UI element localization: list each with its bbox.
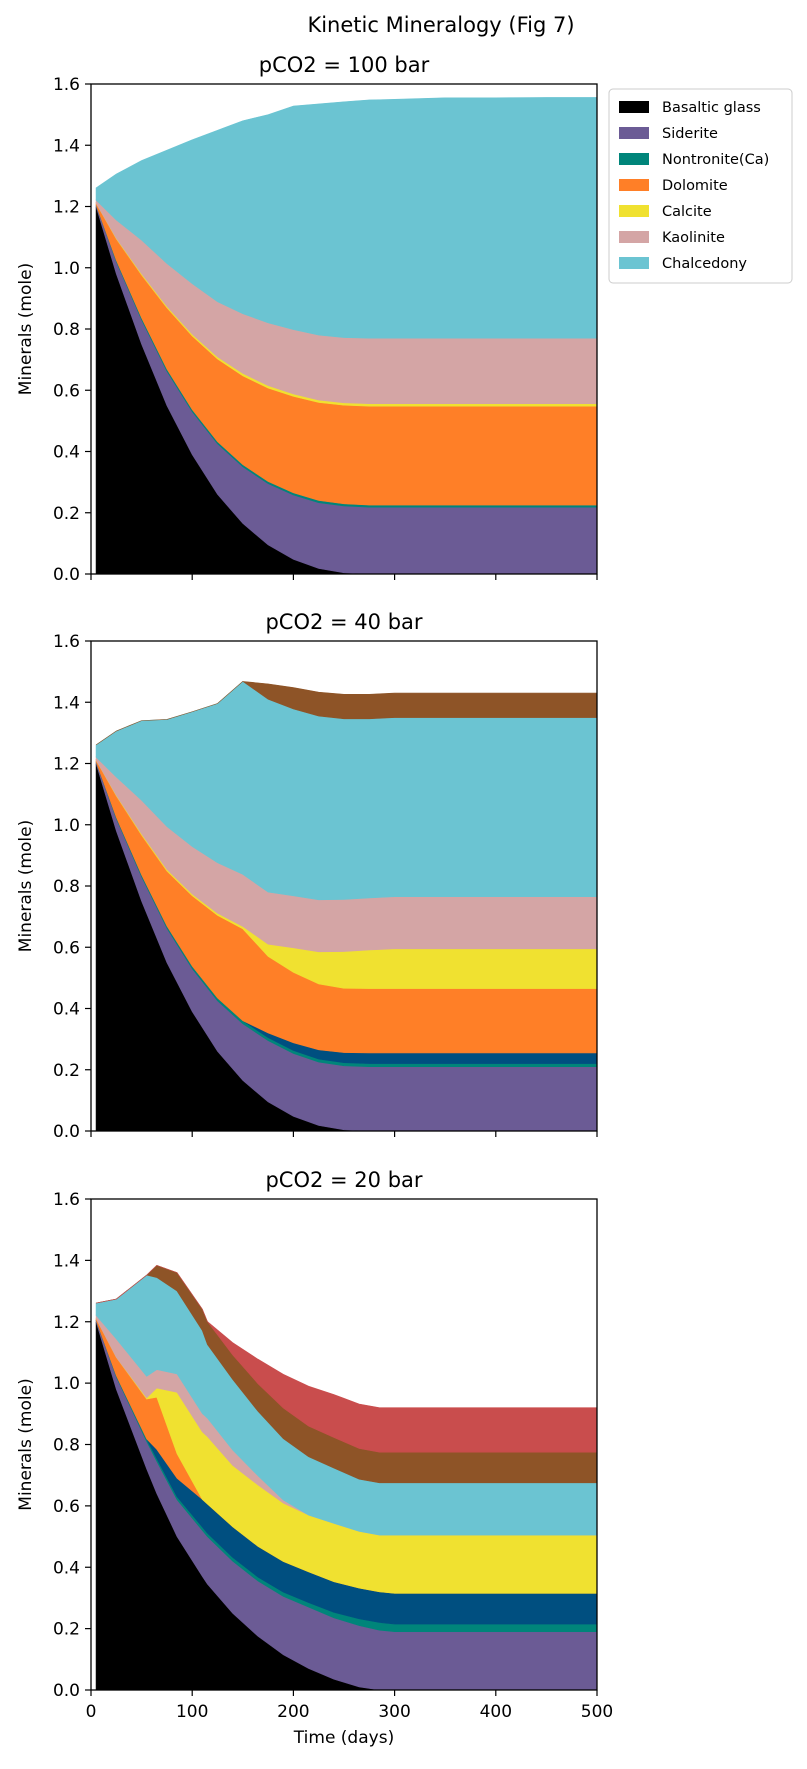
panel-3: 0.0 0.2 0.4 0.6 0.8 1.0 1.2 1.4 1.6 0 100 200 300 400… <box>16 1168 613 1748</box>
legend-swatch-chalcedony <box>619 257 649 269</box>
y-tick-label: 0.6 <box>53 938 80 958</box>
y-tick-label: 0.2 <box>53 1061 80 1081</box>
legend-swatch-basaltic-glass <box>619 101 649 113</box>
y-axis-label: Minerals (mole) <box>16 263 36 395</box>
legend-box <box>608 88 793 284</box>
y-tick-label: 1.6 <box>53 1190 80 1210</box>
legend-label-chalcedony: Chalcedony <box>662 256 747 272</box>
legend-label-kaolinite: Kaolinite <box>662 230 725 246</box>
y-tick-label: 1.4 <box>53 693 80 713</box>
legend-swatch-calcite <box>619 205 649 217</box>
y-tick-label: 0.8 <box>53 320 80 340</box>
y-tick-label: 0.8 <box>53 1436 80 1456</box>
y-tick-label: 0.4 <box>53 1000 80 1020</box>
panel-title: pCO2 = 20 bar <box>265 1168 422 1192</box>
panel-title: pCO2 = 40 bar <box>265 610 422 634</box>
x-tick-label: 300 <box>378 1702 410 1722</box>
legend-label-dolomite: Dolomite <box>662 178 728 194</box>
x-tick-label: 200 <box>277 1702 309 1722</box>
y-tick-label: 1.4 <box>53 1251 80 1271</box>
legend-swatch-dolomite <box>619 179 649 191</box>
y-tick-label: 1.0 <box>53 259 80 279</box>
y-tick-label: 0.2 <box>53 504 80 524</box>
panels: 0.0 0.2 0.4 0.6 0.8 1.0 1.2 1.4 1.6 pCO2 = 100 ba… <box>16 53 613 1748</box>
legend-label-siderite: Siderite <box>662 126 718 142</box>
y-tick-label: 1.2 <box>53 198 80 218</box>
figure-title: Kinetic Mineralogy (Fig 7) <box>307 13 574 37</box>
y-axis-label: Minerals (mole) <box>16 1378 36 1510</box>
y-tick-label: 1.4 <box>53 136 80 156</box>
legend-label-calcite: Calcite <box>662 204 712 220</box>
y-axis-label: Minerals (mole) <box>16 820 36 952</box>
legend-swatch-siderite <box>619 127 649 139</box>
legend-swatch-kaolinite <box>619 231 649 243</box>
legend-swatch-nontronite-ca <box>619 153 649 165</box>
y-tick-label: 1.6 <box>53 632 80 652</box>
y-tick-label: 0.6 <box>53 1497 80 1517</box>
y-tick-label: 0.6 <box>53 381 80 401</box>
y-tick-label: 0.4 <box>53 1558 80 1578</box>
y-tick-label: 0.0 <box>53 565 80 585</box>
x-tick-label: 400 <box>480 1702 512 1722</box>
y-tick-label: 1.0 <box>53 816 80 836</box>
x-tick-label: 500 <box>581 1702 613 1722</box>
y-tick-label: 0.4 <box>53 443 80 463</box>
panel-2: 0.0 0.2 0.4 0.6 0.8 1.0 1.2 1.4 1.6 pCO2 = 40 bar… <box>16 610 598 1142</box>
y-tick-label: 1.2 <box>53 1313 80 1333</box>
y-tick-label: 0.0 <box>53 1681 80 1701</box>
y-tick-label: 1.2 <box>53 755 80 775</box>
y-tick-label: 0.8 <box>53 877 80 897</box>
y-tick-label: 1.6 <box>53 75 80 95</box>
legend: Basaltic glass Siderite Nontronite(Ca) Dolo… <box>608 88 793 284</box>
panel-title: pCO2 = 100 bar <box>259 53 430 77</box>
x-axis-label: Time (days) <box>293 1728 394 1748</box>
legend-label-basaltic-glass: Basaltic glass <box>662 100 761 116</box>
y-tick-label: 0.2 <box>53 1620 80 1640</box>
y-tick-label: 0.0 <box>53 1122 80 1142</box>
legend-label-nontronite-ca: Nontronite(Ca) <box>662 152 769 168</box>
x-tick-label: 0 <box>86 1702 97 1722</box>
x-tick-label: 100 <box>176 1702 208 1722</box>
y-tick-label: 1.0 <box>53 1374 80 1394</box>
panel-1: 0.0 0.2 0.4 0.6 0.8 1.0 1.2 1.4 1.6 pCO2 = 100 ba… <box>16 53 598 585</box>
